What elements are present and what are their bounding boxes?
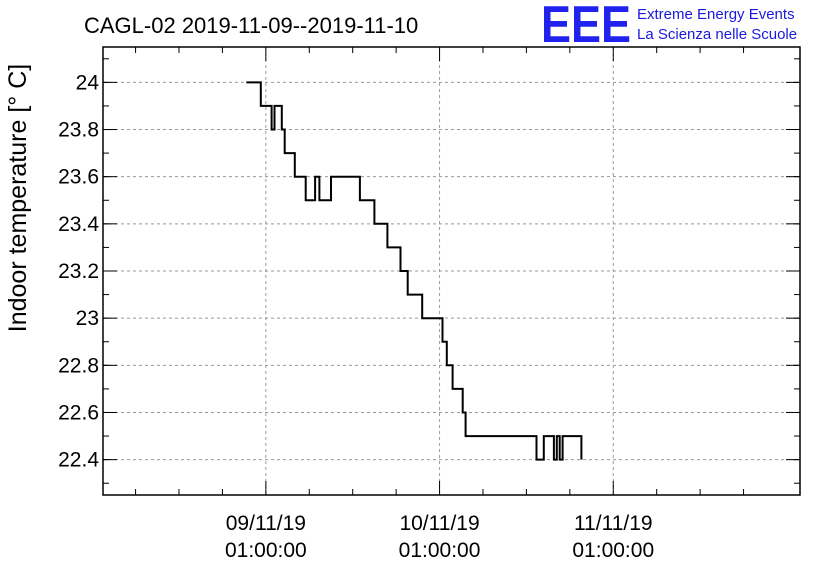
y-tick-label: 22.4 bbox=[58, 449, 99, 472]
eee-logo: EEE Extreme Energy Events La Scienza nel… bbox=[541, 0, 797, 54]
plot-frame bbox=[102, 46, 801, 496]
logo-letters: EEE bbox=[541, 0, 631, 54]
series-layer bbox=[246, 81, 583, 461]
x-tick-time: 01:00:00 bbox=[225, 539, 307, 562]
x-tick-date: 10/11/19 bbox=[399, 512, 479, 535]
y-tick-label: 22.6 bbox=[58, 401, 99, 424]
y-tick-label: 23.2 bbox=[58, 260, 99, 283]
grid-lines bbox=[103, 47, 800, 495]
tick-labels: 22.4 22.6 22.8 23 23.2 23.4 23.6 23.8 24 09/11/19… bbox=[58, 71, 654, 562]
y-tick-label: 23.6 bbox=[58, 166, 99, 189]
y-axis-label: Indoor temperature [° C] bbox=[4, 64, 32, 332]
temperature-series-line bbox=[246, 81, 583, 461]
logo-line2: La Scienza nelle Scuole bbox=[637, 26, 797, 43]
x-tick-time: 01:00:00 bbox=[399, 539, 481, 562]
y-tick-label: 24 bbox=[76, 71, 100, 94]
chart-title: CAGL-02 2019-11-09--2019-11-10 bbox=[84, 13, 418, 38]
axes bbox=[102, 46, 801, 496]
y-tick-label: 23.4 bbox=[58, 213, 99, 236]
y-tick-label: 23 bbox=[76, 307, 99, 330]
x-tick-date: 09/11/19 bbox=[226, 512, 306, 535]
x-tick-date: 11/11/19 bbox=[574, 512, 653, 535]
y-tick-label: 23.8 bbox=[58, 119, 99, 142]
y-tick-label: 22.8 bbox=[58, 354, 99, 377]
logo-line1: Extreme Energy Events bbox=[637, 6, 795, 23]
x-tick-time: 01:00:00 bbox=[572, 539, 654, 562]
